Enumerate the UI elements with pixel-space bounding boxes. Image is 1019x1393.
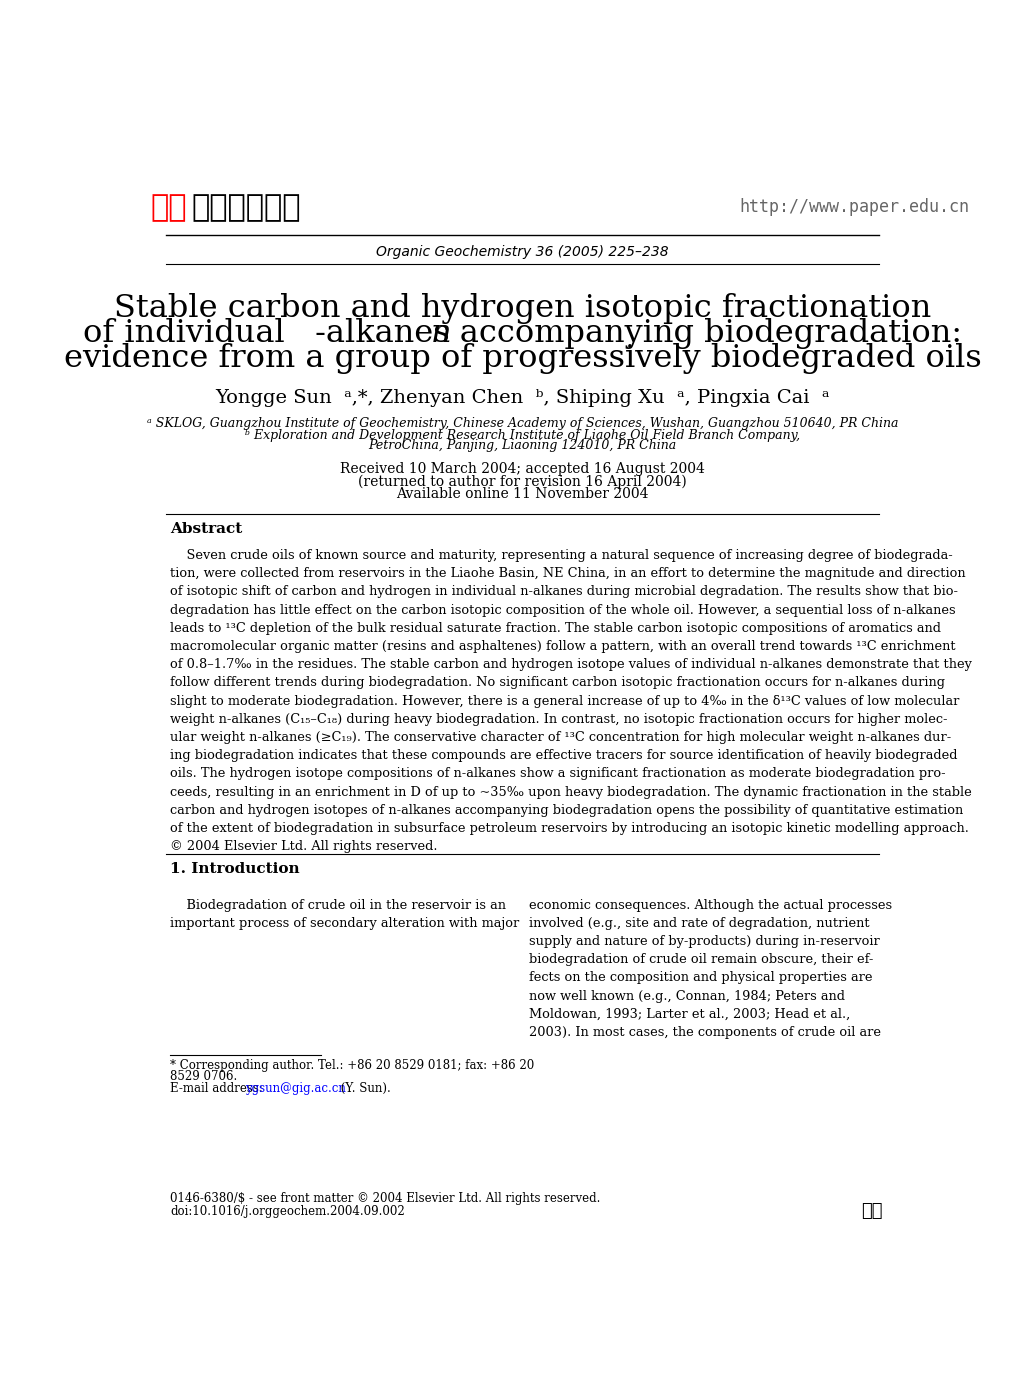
Text: 1. Introduction: 1. Introduction bbox=[170, 862, 300, 876]
Text: Biodegradation of crude oil in the reservoir is an
important process of secondar: Biodegradation of crude oil in the reser… bbox=[170, 898, 519, 931]
Text: Abstract: Abstract bbox=[170, 522, 243, 536]
Text: Stable carbon and hydrogen isotopic fractionation: Stable carbon and hydrogen isotopic frac… bbox=[114, 293, 930, 323]
Text: 中国: 中国 bbox=[151, 192, 187, 221]
Text: E-mail address:: E-mail address: bbox=[170, 1082, 267, 1095]
Text: (Y. Sun).: (Y. Sun). bbox=[336, 1082, 390, 1095]
Text: http://www.paper.edu.cn: http://www.paper.edu.cn bbox=[739, 198, 969, 216]
Text: 8529 0706.: 8529 0706. bbox=[170, 1070, 237, 1082]
Text: doi:10.1016/j.orggeochem.2004.09.002: doi:10.1016/j.orggeochem.2004.09.002 bbox=[170, 1205, 405, 1217]
Text: economic consequences. Although the actual processes
involved (e.g., site and ra: economic consequences. Although the actu… bbox=[529, 898, 892, 1039]
Text: of individual   -alkanes accompanying biodegradation:: of individual -alkanes accompanying biod… bbox=[84, 318, 961, 350]
Text: 转载: 转载 bbox=[860, 1202, 881, 1220]
Text: * Corresponding author. Tel.: +86 20 8529 0181; fax: +86 20: * Corresponding author. Tel.: +86 20 852… bbox=[170, 1059, 534, 1073]
Text: Available online 11 November 2004: Available online 11 November 2004 bbox=[396, 486, 648, 500]
Text: Yongge Sun  ᵃ,*, Zhenyan Chen  ᵇ, Shiping Xu  ᵃ, Pingxia Cai  ᵃ: Yongge Sun ᵃ,*, Zhenyan Chen ᵇ, Shiping … bbox=[215, 389, 829, 407]
Text: (returned to author for revision 16 April 2004): (returned to author for revision 16 Apri… bbox=[358, 474, 687, 489]
Text: evidence from a group of progressively biodegraded oils: evidence from a group of progressively b… bbox=[64, 344, 980, 375]
Text: Received 10 March 2004; accepted 16 August 2004: Received 10 March 2004; accepted 16 Augu… bbox=[340, 462, 704, 476]
Text: ygsun@gig.ac.cn: ygsun@gig.ac.cn bbox=[245, 1082, 345, 1095]
Text: ᵃ SKLOG, Guangzhou Institute of Geochemistry, Chinese Academy of Sciences, Wusha: ᵃ SKLOG, Guangzhou Institute of Geochemi… bbox=[147, 417, 898, 430]
Text: ᵇ Exploration and Development Research Institute of Liaohe Oil Field Branch Comp: ᵇ Exploration and Development Research I… bbox=[245, 429, 800, 442]
Text: n: n bbox=[431, 318, 451, 350]
Text: 0146-6380/$ - see front matter © 2004 Elsevier Ltd. All rights reserved.: 0146-6380/$ - see front matter © 2004 El… bbox=[170, 1192, 600, 1205]
Text: Seven crude oils of known source and maturity, representing a natural sequence o: Seven crude oils of known source and mat… bbox=[170, 549, 971, 854]
Text: Organic Geochemistry 36 (2005) 225–238: Organic Geochemistry 36 (2005) 225–238 bbox=[376, 245, 668, 259]
Text: PetroChina, Panjing, Liaoning 124010, PR China: PetroChina, Panjing, Liaoning 124010, PR… bbox=[368, 439, 677, 453]
Text: 科技论文在线: 科技论文在线 bbox=[192, 192, 301, 221]
